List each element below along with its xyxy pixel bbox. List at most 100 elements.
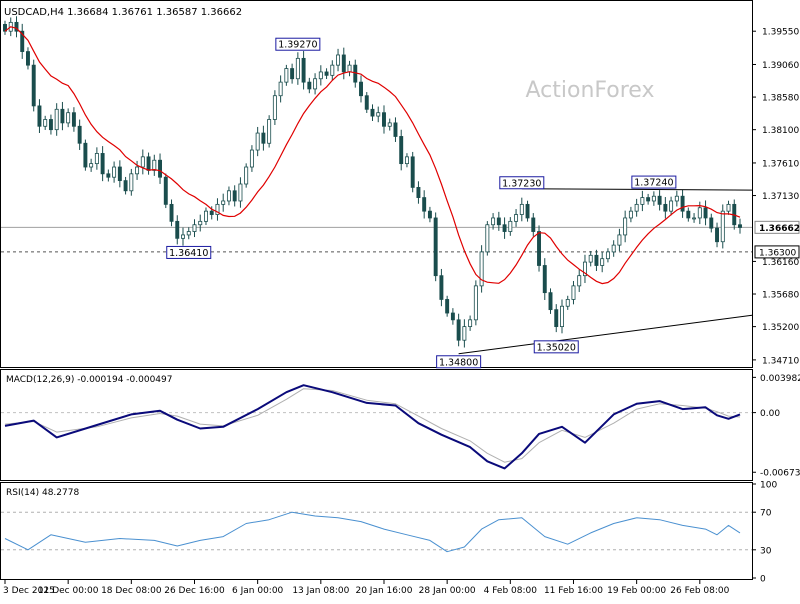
candle-down	[531, 217, 536, 232]
candle-down	[657, 195, 662, 205]
candle-down	[715, 227, 719, 243]
price-y-tick-label: 1.39060	[762, 61, 799, 71]
candle-up	[186, 231, 191, 236]
candle-up	[600, 258, 605, 266]
candle-up	[192, 224, 197, 232]
x-tick-label: 3 Dec 2025	[3, 586, 55, 596]
candle-up	[54, 108, 59, 131]
x-tick-label: 18 Dec 08:00	[101, 586, 162, 596]
price-annotation: 1.37230	[502, 178, 541, 189]
x-tick-label: 20 Jan 16:00	[355, 586, 412, 596]
candle-down	[209, 210, 214, 215]
candle-up	[560, 305, 564, 328]
candle-up	[674, 195, 679, 202]
candle-down	[106, 173, 111, 178]
candle-up	[198, 220, 203, 226]
candle-down	[163, 176, 168, 205]
candle-up	[692, 217, 697, 220]
candle-up	[244, 166, 249, 185]
candle-up	[473, 285, 478, 321]
candle-up	[313, 78, 318, 90]
macd-label: MACD(12,26,9) -0.000194 -0.000497	[6, 375, 172, 385]
candle-up	[94, 153, 99, 165]
candle-down	[738, 224, 742, 228]
candle-up	[129, 173, 134, 192]
candle-down	[410, 156, 415, 188]
candle-down	[60, 108, 65, 124]
candle-up	[611, 244, 616, 253]
candle-down	[502, 224, 507, 232]
rsi-panel-frame	[0, 482, 753, 580]
candle-up	[140, 156, 145, 168]
candle-down	[663, 203, 668, 212]
macd-y-tick-label: -0.006737	[760, 469, 800, 479]
candle-up	[669, 200, 674, 212]
candle-down	[175, 220, 180, 239]
candle-down	[422, 197, 427, 212]
candle-down	[290, 68, 295, 80]
candle-down	[382, 112, 386, 127]
candle-up	[330, 64, 335, 76]
candle-down	[158, 159, 163, 178]
candle-down	[445, 299, 450, 314]
price-y-tick-label: 1.38580	[762, 94, 799, 104]
candle-down	[71, 112, 76, 127]
candle-up	[582, 261, 587, 277]
price-y-tick-label: 1.34710	[762, 356, 799, 366]
price-y-tick-label: 1.35200	[762, 323, 799, 333]
macd-main-line	[4, 384, 741, 470]
candle-down	[703, 207, 708, 219]
candle-up	[89, 163, 94, 168]
x-tick-label: 11 Dec 00:00	[38, 586, 99, 596]
candle-down	[359, 81, 363, 97]
candle-up	[726, 203, 731, 212]
current-price-tag	[754, 220, 800, 234]
candle-up	[66, 112, 71, 124]
sma-line	[4, 26, 741, 285]
x-tick-label: 6 Jan 00:00	[232, 586, 284, 596]
candle-up	[347, 64, 352, 73]
candle-up	[204, 210, 208, 222]
candle-down	[709, 217, 714, 229]
x-tick-label: 19 Feb 00:00	[607, 586, 666, 596]
price-y-tick-label: 1.39550	[762, 28, 799, 38]
candle-up	[628, 210, 633, 219]
x-tick-label: 28 Jan 00:00	[419, 586, 476, 596]
candle-up	[43, 119, 48, 127]
price-annotation: 1.36410	[169, 248, 208, 259]
candle-up	[588, 254, 593, 263]
price-annotation-box	[631, 175, 677, 189]
candle-up	[404, 156, 409, 165]
price-panel-frame	[0, 0, 753, 368]
candle-up	[485, 224, 490, 253]
candle-down	[20, 30, 25, 52]
candle-down	[456, 319, 461, 341]
candle-up	[295, 57, 300, 80]
candle-down	[680, 195, 685, 212]
candle-up	[697, 207, 702, 219]
rsi-y-tick-label: 70	[760, 509, 772, 519]
candle-up	[634, 203, 639, 212]
candle-down	[433, 217, 438, 277]
candle-down	[341, 54, 346, 73]
price-y-tick-label: 1.36160	[762, 258, 799, 268]
rsi-line	[4, 511, 741, 553]
rsi-y-tick-label: 100	[760, 481, 777, 491]
price-y-tick-label: 1.37130	[762, 192, 799, 202]
candle-down	[146, 156, 151, 171]
price-annotation-box	[275, 37, 321, 51]
candle-down	[48, 119, 53, 131]
candle-up	[249, 149, 254, 168]
candle-up	[491, 217, 496, 226]
candle-down	[525, 203, 530, 219]
x-tick-label: 26 Dec 16:00	[164, 586, 225, 596]
candle-down	[686, 210, 691, 219]
macd-layer	[1, 384, 752, 470]
candle-up	[336, 54, 341, 66]
candle-up	[387, 122, 392, 127]
candle-up	[720, 210, 725, 243]
candle-up	[479, 251, 484, 287]
price-annotation: 1.37240	[634, 178, 673, 189]
candle-down	[26, 51, 30, 66]
